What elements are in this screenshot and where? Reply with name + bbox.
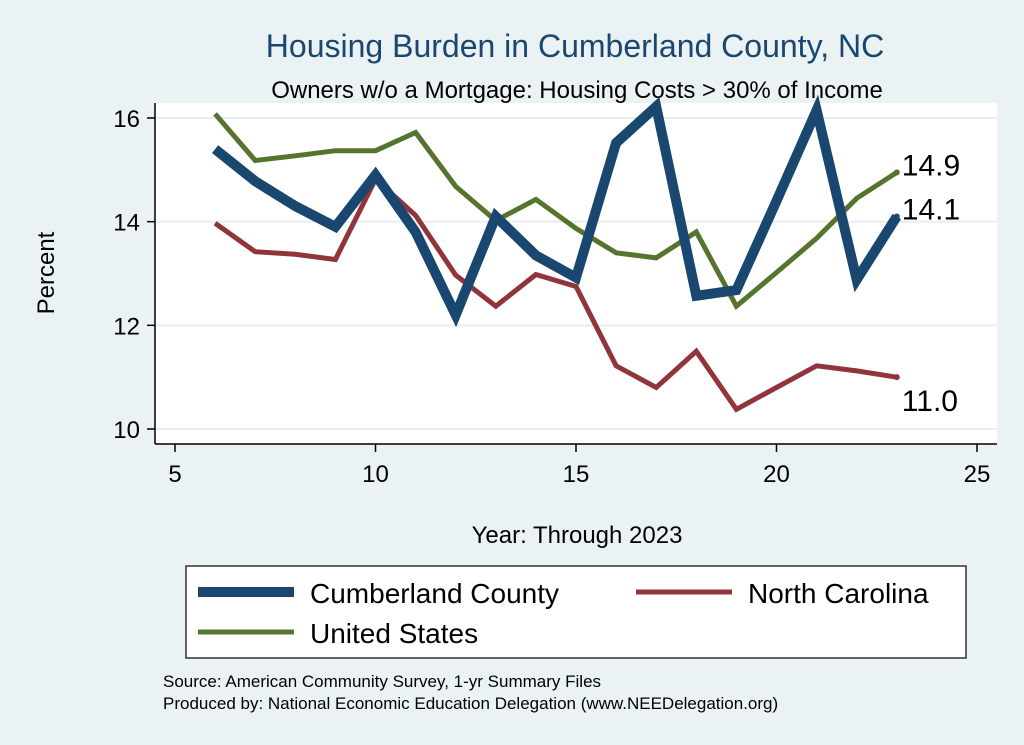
x-tick-label: 20 [763,461,790,488]
x-tick-label: 5 [168,461,181,488]
legend-label-united-states: United States [310,618,478,649]
x-tick-label: 25 [964,461,991,488]
chart-subtitle: Owners w/o a Mortgage: Housing Costs > 3… [271,77,883,104]
end-label-united-states: 14.9 [902,149,960,182]
end-label-cumberland-county: 14.1 [902,193,960,226]
legend-box [185,565,967,659]
y-axis-title: Percent [33,231,60,314]
grid [155,117,997,430]
end-point-cumberland-county [893,213,900,220]
series-line-united-states [213,112,899,311]
end-point-north-carolina [893,374,900,381]
y-tick-label: 12 [113,313,140,340]
end-labels: 14.1 11.0 14.9 [893,149,960,418]
y-tick-label: 14 [113,210,140,237]
y-tick-label: 16 [113,106,140,133]
series-line-cumberland-county [211,94,902,328]
y-tick-label: 10 [113,417,140,444]
produced-by-note: Produced by: National Economic Education… [163,694,778,713]
y-axis-ticks: 10 12 14 16 [113,106,155,444]
x-axis-ticks: 5 10 15 20 25 [168,444,990,488]
source-note: Source: American Community Survey, 1-yr … [163,672,601,691]
x-tick-label: 15 [563,461,590,488]
chart-title: Housing Burden in Cumberland County, NC [266,28,884,64]
series-layer [211,94,902,413]
end-label-north-carolina: 11.0 [902,385,958,418]
legend-label-cumberland: Cumberland County [310,578,559,609]
legend-label-north-carolina: North Carolina [748,578,929,609]
series-line-north-carolina [213,175,898,413]
x-axis-title: Year: Through 2023 [472,522,683,549]
end-point-united-states [893,169,900,176]
x-tick-label: 10 [362,461,389,488]
